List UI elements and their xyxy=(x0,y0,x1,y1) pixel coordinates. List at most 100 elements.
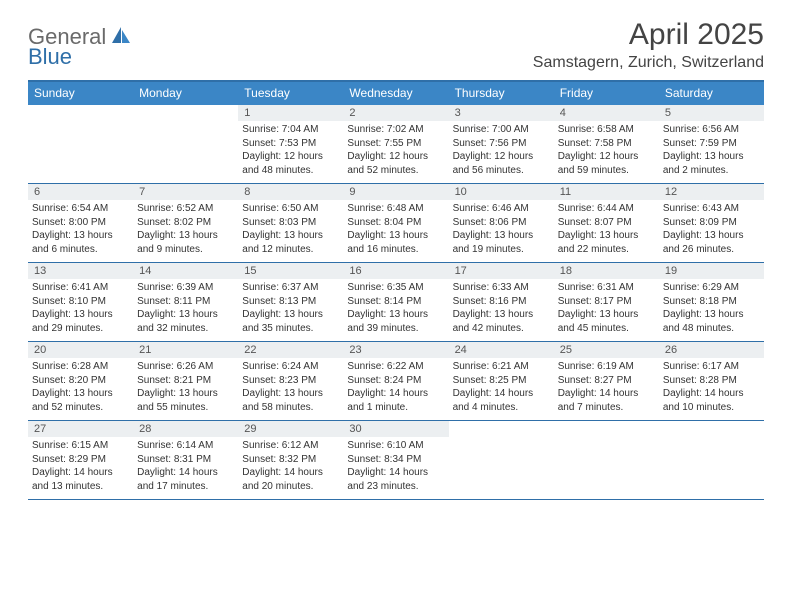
day-number: 8 xyxy=(238,184,343,200)
daylight-line: Daylight: 12 hours and 52 minutes. xyxy=(347,150,444,177)
page: General April 2025 Samstagern, Zurich, S… xyxy=(0,0,792,500)
dow-row: Sunday Monday Tuesday Wednesday Thursday… xyxy=(28,82,764,105)
daylight-line: Daylight: 13 hours and 52 minutes. xyxy=(32,387,129,414)
week-row: 20Sunrise: 6:28 AMSunset: 8:20 PMDayligh… xyxy=(28,342,764,421)
day-detail: Sunrise: 7:02 AMSunset: 7:55 PMDaylight:… xyxy=(347,123,444,177)
sunrise-line: Sunrise: 6:37 AM xyxy=(242,281,339,295)
day-detail: Sunrise: 6:50 AMSunset: 8:03 PMDaylight:… xyxy=(242,202,339,256)
day-cell xyxy=(659,421,764,499)
day-detail: Sunrise: 6:21 AMSunset: 8:25 PMDaylight:… xyxy=(453,360,550,414)
day-cell: 8 Sunrise: 6:50 AMSunset: 8:03 PMDaylight… xyxy=(238,184,343,262)
day-detail: Sunrise: 6:10 AMSunset: 8:34 PMDaylight:… xyxy=(347,439,444,493)
sunset-line: Sunset: 8:11 PM xyxy=(137,295,234,309)
sunset-line: Sunset: 8:14 PM xyxy=(347,295,444,309)
dow-sunday: Sunday xyxy=(28,82,133,105)
logo-text-blue: Blue xyxy=(28,44,72,69)
daylight-line: Daylight: 13 hours and 22 minutes. xyxy=(558,229,655,256)
day-cell: 16Sunrise: 6:35 AMSunset: 8:14 PMDayligh… xyxy=(343,263,448,341)
day-cell: 13 Sunrise: 6:41 AMSunset: 8:10 PMDayligh… xyxy=(28,263,133,341)
day-number: 17 xyxy=(449,263,554,279)
daylight-line: Daylight: 13 hours and 12 minutes. xyxy=(242,229,339,256)
day-cell: 5Sunrise: 6:56 AMSunset: 7:59 PMDaylight… xyxy=(659,105,764,183)
sunset-line: Sunset: 8:23 PM xyxy=(242,374,339,388)
day-number: 25 xyxy=(554,342,659,358)
day-cell: 3 Sunrise: 7:00 AMSunset: 7:56 PMDaylight… xyxy=(449,105,554,183)
sunrise-line: Sunrise: 6:46 AM xyxy=(453,202,550,216)
month-title: April 2025 xyxy=(533,18,764,52)
day-detail: Sunrise: 6:26 AMSunset: 8:21 PMDaylight:… xyxy=(137,360,234,414)
sunset-line: Sunset: 8:28 PM xyxy=(663,374,760,388)
daylight-line: Daylight: 14 hours and 20 minutes. xyxy=(242,466,339,493)
day-cell: 26 Sunrise: 6:17 AMSunset: 8:28 PMDayligh… xyxy=(659,342,764,420)
day-number: 26 xyxy=(659,342,764,358)
sunrise-line: Sunrise: 6:39 AM xyxy=(137,281,234,295)
day-cell: 14Sunrise: 6:39 AMSunset: 8:11 PMDayligh… xyxy=(133,263,238,341)
daylight-line: Daylight: 13 hours and 29 minutes. xyxy=(32,308,129,335)
sunrise-line: Sunrise: 7:00 AM xyxy=(453,123,550,137)
title-block: April 2025 Samstagern, Zurich, Switzerla… xyxy=(533,18,764,72)
day-number: 6 xyxy=(28,184,133,200)
daylight-line: Daylight: 14 hours and 7 minutes. xyxy=(558,387,655,414)
day-detail: Sunrise: 6:46 AMSunset: 8:06 PMDaylight:… xyxy=(453,202,550,256)
day-number: 21 xyxy=(133,342,238,358)
daylight-line: Daylight: 14 hours and 1 minute. xyxy=(347,387,444,414)
sunrise-line: Sunrise: 6:54 AM xyxy=(32,202,129,216)
day-number: 4 xyxy=(554,105,659,121)
header-row: General April 2025 Samstagern, Zurich, S… xyxy=(28,18,764,72)
sunset-line: Sunset: 8:34 PM xyxy=(347,453,444,467)
daylight-line: Daylight: 14 hours and 23 minutes. xyxy=(347,466,444,493)
sunset-line: Sunset: 8:25 PM xyxy=(453,374,550,388)
sunset-line: Sunset: 8:18 PM xyxy=(663,295,760,309)
daylight-line: Daylight: 13 hours and 48 minutes. xyxy=(663,308,760,335)
daylight-line: Daylight: 13 hours and 19 minutes. xyxy=(453,229,550,256)
week-row: 27 Sunrise: 6:15 AMSunset: 8:29 PMDayligh… xyxy=(28,421,764,500)
daylight-line: Daylight: 13 hours and 58 minutes. xyxy=(242,387,339,414)
daylight-line: Daylight: 13 hours and 26 minutes. xyxy=(663,229,760,256)
day-number: 13 xyxy=(28,263,133,279)
sunset-line: Sunset: 8:00 PM xyxy=(32,216,129,230)
sunset-line: Sunset: 8:06 PM xyxy=(453,216,550,230)
day-detail: Sunrise: 6:52 AMSunset: 8:02 PMDaylight:… xyxy=(137,202,234,256)
sunset-line: Sunset: 8:27 PM xyxy=(558,374,655,388)
day-number: 27 xyxy=(28,421,133,437)
sunset-line: Sunset: 8:24 PM xyxy=(347,374,444,388)
day-cell: 1Sunrise: 7:04 AMSunset: 7:53 PMDaylight… xyxy=(238,105,343,183)
daylight-line: Daylight: 14 hours and 10 minutes. xyxy=(663,387,760,414)
daylight-line: Daylight: 12 hours and 48 minutes. xyxy=(242,150,339,177)
day-detail: Sunrise: 7:00 AMSunset: 7:56 PMDaylight:… xyxy=(453,123,550,177)
sunset-line: Sunset: 8:04 PM xyxy=(347,216,444,230)
sunrise-line: Sunrise: 6:10 AM xyxy=(347,439,444,453)
day-cell: 7Sunrise: 6:52 AMSunset: 8:02 PMDaylight… xyxy=(133,184,238,262)
daylight-line: Daylight: 12 hours and 59 minutes. xyxy=(558,150,655,177)
sunrise-line: Sunrise: 6:28 AM xyxy=(32,360,129,374)
sunrise-line: Sunrise: 6:50 AM xyxy=(242,202,339,216)
sunrise-line: Sunrise: 6:14 AM xyxy=(137,439,234,453)
day-cell: 22Sunrise: 6:24 AMSunset: 8:23 PMDayligh… xyxy=(238,342,343,420)
day-number: 1 xyxy=(238,105,343,121)
sunrise-line: Sunrise: 6:22 AM xyxy=(347,360,444,374)
day-detail: Sunrise: 6:15 AMSunset: 8:29 PMDaylight:… xyxy=(32,439,129,493)
daylight-line: Daylight: 13 hours and 2 minutes. xyxy=(663,150,760,177)
sunset-line: Sunset: 8:20 PM xyxy=(32,374,129,388)
day-number: 20 xyxy=(28,342,133,358)
day-cell xyxy=(133,105,238,183)
sunset-line: Sunset: 7:55 PM xyxy=(347,137,444,151)
dow-saturday: Saturday xyxy=(659,82,764,105)
sunrise-line: Sunrise: 6:12 AM xyxy=(242,439,339,453)
day-cell: 6Sunrise: 6:54 AMSunset: 8:00 PMDaylight… xyxy=(28,184,133,262)
day-cell xyxy=(28,105,133,183)
daylight-line: Daylight: 13 hours and 39 minutes. xyxy=(347,308,444,335)
day-cell: 24Sunrise: 6:21 AMSunset: 8:25 PMDayligh… xyxy=(449,342,554,420)
day-detail: Sunrise: 6:41 AMSunset: 8:10 PMDaylight:… xyxy=(32,281,129,335)
sunrise-line: Sunrise: 6:41 AM xyxy=(32,281,129,295)
day-number: 3 xyxy=(449,105,554,121)
day-detail: Sunrise: 6:12 AMSunset: 8:32 PMDaylight:… xyxy=(242,439,339,493)
day-cell: 10Sunrise: 6:46 AMSunset: 8:06 PMDayligh… xyxy=(449,184,554,262)
sunset-line: Sunset: 8:17 PM xyxy=(558,295,655,309)
sunrise-line: Sunrise: 6:17 AM xyxy=(663,360,760,374)
daylight-line: Daylight: 13 hours and 55 minutes. xyxy=(137,387,234,414)
sunrise-line: Sunrise: 6:58 AM xyxy=(558,123,655,137)
sunrise-line: Sunrise: 6:48 AM xyxy=(347,202,444,216)
day-number: 12 xyxy=(659,184,764,200)
day-number: 5 xyxy=(659,105,764,121)
